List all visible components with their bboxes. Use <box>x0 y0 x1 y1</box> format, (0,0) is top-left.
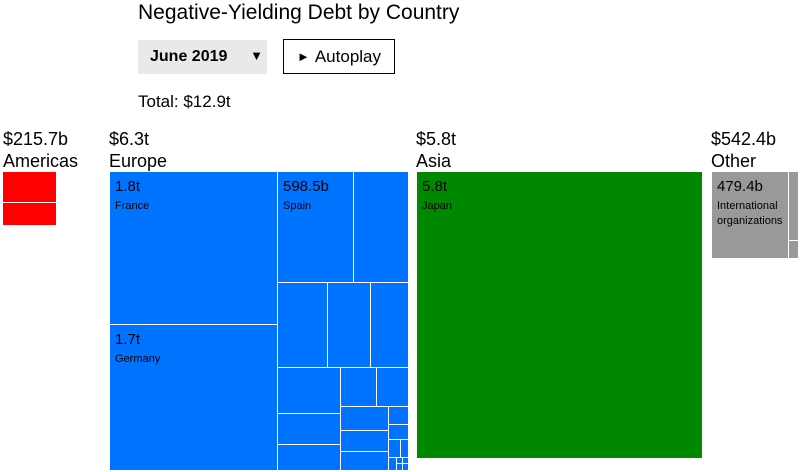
treemap-tile-europe-small[interactable] <box>340 451 389 471</box>
treemap-tile-europe-small[interactable] <box>277 367 341 414</box>
region-name-americas: Americas <box>3 151 79 171</box>
treemap-tile-europe-small[interactable] <box>402 463 409 471</box>
total-label: Total: $12.9t <box>138 92 231 111</box>
period-select-value: June 2019 <box>150 48 228 65</box>
region-name-asia: Asia <box>416 151 452 171</box>
region-header-other: $542.4b Other <box>711 128 776 172</box>
region-value-other: $542.4b <box>711 129 777 149</box>
region-value-americas: $215.7b <box>3 129 69 149</box>
treemap-tile-americas-1[interactable] <box>2 171 57 203</box>
treemap-tile-americas-2[interactable] <box>2 202 57 226</box>
treemap-tile-france[interactable]: 1.8t France <box>109 171 278 325</box>
treemap-tile-europe-small[interactable] <box>277 282 328 368</box>
treemap-tile-europe-small[interactable] <box>353 171 409 283</box>
tile-label-spain: Spain <box>283 200 312 212</box>
treemap-tile-europe-small[interactable] <box>340 367 377 407</box>
treemap-tile-europe-small[interactable] <box>376 367 409 407</box>
region-value-europe: $6.3t <box>109 129 150 149</box>
region-header-asia: $5.8t Asia <box>416 128 456 172</box>
autoplay-button[interactable]: ► Autoplay <box>283 39 395 74</box>
treemap-tile-europe-small[interactable] <box>400 439 409 458</box>
chevron-down-icon: ▼ <box>250 48 263 63</box>
treemap-tile-other-small[interactable] <box>788 171 799 241</box>
treemap-tile-europe-small[interactable] <box>327 282 371 368</box>
tile-value-france: 1.8t <box>115 178 141 195</box>
treemap-tile-europe-small[interactable] <box>340 430 389 452</box>
treemap-tile-germany[interactable]: 1.7t Germany <box>109 324 278 471</box>
tile-value-germany: 1.7t <box>115 331 141 348</box>
treemap-tile-international-organizations[interactable]: 479.4b International organizations <box>711 171 789 259</box>
period-select[interactable]: June 2019 ▼ <box>138 40 267 74</box>
treemap-tile-europe-small[interactable] <box>388 406 409 425</box>
autoplay-label: Autoplay <box>314 46 382 66</box>
tile-label-international-organizations: International organizations <box>717 200 783 227</box>
page-title: Negative-Yielding Debt by Country <box>138 1 460 24</box>
treemap-tile-europe-small[interactable] <box>370 282 409 368</box>
treemap-tile-japan[interactable]: 5.8t Japan <box>416 171 703 459</box>
region-name-europe: Europe <box>109 151 168 171</box>
treemap-tile-europe-small[interactable] <box>277 413 341 445</box>
region-header-americas: $215.7b Americas <box>3 128 78 172</box>
treemap-tile-europe-small[interactable] <box>277 444 341 471</box>
play-icon: ► <box>296 49 310 64</box>
region-header-europe: $6.3t Europe <box>109 128 167 172</box>
tile-value-spain: 598.5b <box>283 178 329 195</box>
region-value-asia: $5.8t <box>416 129 457 149</box>
tile-label-germany: Germany <box>115 353 161 365</box>
region-name-other: Other <box>711 151 757 171</box>
tile-value-international-organizations: 479.4b <box>717 178 763 195</box>
tile-label-japan: Japan <box>422 200 452 212</box>
treemap-tile-europe-small[interactable] <box>340 406 389 431</box>
tile-label-france: France <box>115 200 150 212</box>
treemap-tile-other-small[interactable] <box>788 240 799 259</box>
tile-value-japan: 5.8t <box>422 178 448 195</box>
treemap-tile-europe-small[interactable] <box>388 424 409 440</box>
treemap-tile-spain[interactable]: 598.5b Spain <box>277 171 354 283</box>
